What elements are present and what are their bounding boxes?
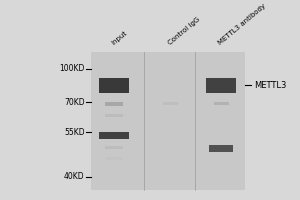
Bar bbox=[206, 78, 236, 93]
Text: 70KD: 70KD bbox=[64, 98, 85, 107]
Text: Control IgG: Control IgG bbox=[167, 16, 201, 46]
Bar bbox=[214, 102, 229, 105]
Bar bbox=[105, 102, 123, 106]
Text: 100KD: 100KD bbox=[59, 64, 85, 73]
Bar bbox=[100, 132, 129, 139]
Text: 55KD: 55KD bbox=[64, 128, 85, 137]
Bar bbox=[105, 114, 123, 117]
Text: METTL3 antibody: METTL3 antibody bbox=[218, 2, 267, 46]
Bar bbox=[100, 78, 129, 93]
Bar bbox=[209, 145, 233, 152]
Bar bbox=[105, 157, 123, 160]
Text: 40KD: 40KD bbox=[64, 172, 85, 181]
Bar bbox=[164, 102, 178, 105]
Bar bbox=[105, 146, 123, 149]
Text: Input: Input bbox=[110, 29, 128, 46]
Bar bbox=[91, 52, 245, 190]
Text: METTL3: METTL3 bbox=[254, 81, 286, 90]
